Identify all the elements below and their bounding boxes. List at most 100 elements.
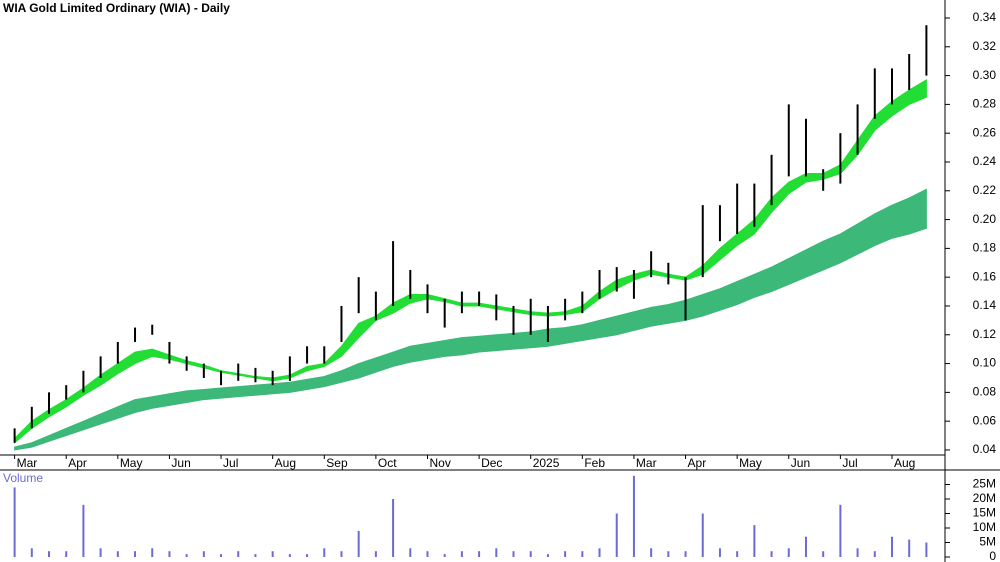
y-tick-label: 0.10: [973, 356, 997, 370]
x-tick-label: Oct: [378, 456, 397, 470]
x-tick-label: Jun: [791, 456, 810, 470]
volume-title: Volume: [3, 471, 43, 485]
volume-bar: [598, 548, 601, 557]
volume-bar: [495, 548, 498, 557]
volume-bar: [822, 551, 825, 557]
volume-bar: [254, 554, 257, 557]
volume-bar: [426, 551, 429, 557]
volume-bar: [512, 551, 515, 557]
y-tick-label: 0.22: [973, 183, 997, 197]
x-tick-label: Jul: [223, 456, 238, 470]
volume-bar: [13, 487, 16, 557]
volume-bar: [323, 548, 326, 557]
volume-bar: [185, 554, 188, 557]
x-tick-label: Apr: [68, 456, 87, 470]
volume-bar: [48, 551, 51, 557]
volume-bar: [615, 513, 618, 557]
x-tick-label: Aug: [894, 456, 915, 470]
volume-bar: [202, 551, 205, 557]
volume-bar: [890, 536, 893, 557]
x-tick-label: Jun: [171, 456, 190, 470]
volume-bar: [374, 551, 377, 557]
volume-bar: [804, 536, 807, 557]
volume-bar: [392, 499, 395, 557]
volume-bar: [220, 554, 223, 557]
y-tick-label: 25M: [973, 477, 996, 491]
volume-bar: [701, 513, 704, 557]
volume-bar: [856, 548, 859, 557]
y-tick-label: 0.14: [973, 298, 997, 312]
volume-bar: [151, 548, 154, 557]
slow-band: [14, 188, 927, 451]
x-tick-label: Aug: [275, 456, 296, 470]
y-tick-label: 0.16: [973, 269, 997, 283]
volume-bar: [65, 551, 68, 557]
y-tick-label: 0.04: [973, 442, 997, 456]
y-tick-label: 0.12: [973, 327, 997, 341]
volume-bar: [908, 539, 911, 557]
x-tick-label: Sep: [326, 456, 348, 470]
volume-bar: [684, 551, 687, 557]
volume-bar: [443, 554, 446, 557]
volume-bar: [873, 551, 876, 557]
x-tick-label: May: [739, 456, 762, 470]
volume-bar: [82, 504, 85, 557]
volume-bar: [736, 551, 739, 557]
y-tick-label: 0.06: [973, 413, 997, 427]
volume-bar: [30, 548, 33, 557]
y-tick-label: 0.26: [973, 125, 997, 139]
x-tick-label: Mar: [17, 456, 38, 470]
volume-bar: [925, 542, 928, 557]
y-tick-label: 0: [989, 549, 996, 562]
volume-bar: [564, 551, 567, 557]
volume-bar: [116, 551, 119, 557]
volume-bar: [460, 551, 463, 557]
volume-bar: [288, 554, 291, 557]
volume-bar: [99, 548, 102, 557]
volume-bar: [271, 551, 274, 557]
y-tick-label: 0.18: [973, 241, 997, 255]
volume-bar: [478, 551, 481, 557]
x-tick-label: May: [120, 456, 143, 470]
volume-bar: [237, 551, 240, 557]
x-tick-label: Jul: [842, 456, 857, 470]
y-tick-label: 15M: [973, 506, 996, 520]
volume-bar: [168, 551, 171, 557]
volume-bar: [409, 548, 412, 557]
y-tick-label: 0.08: [973, 385, 997, 399]
volume-bar: [718, 548, 721, 557]
volume-bar: [134, 551, 137, 557]
x-tick-label: Mar: [636, 456, 657, 470]
volume-bar: [770, 551, 773, 557]
volume-bar: [529, 551, 532, 557]
volume-bar: [787, 548, 790, 557]
y-tick-label: 0.24: [973, 154, 997, 168]
volume-bar: [839, 504, 842, 557]
y-tick-label: 20M: [973, 491, 996, 505]
volume-bar: [546, 554, 549, 557]
volume-bar: [340, 551, 343, 557]
x-tick-label: Dec: [481, 456, 502, 470]
x-tick-label: Feb: [584, 456, 605, 470]
x-tick-label: 2025: [533, 456, 560, 470]
volume-bar: [306, 554, 309, 557]
y-tick-label: 0.32: [973, 39, 997, 53]
volume-bar: [650, 548, 653, 557]
y-tick-label: 0.30: [973, 68, 997, 82]
x-tick-label: Apr: [688, 456, 707, 470]
volume-bar: [667, 551, 670, 557]
y-tick-label: 10M: [973, 520, 996, 534]
price-plot: [0, 0, 945, 455]
y-tick-label: 0.28: [973, 97, 997, 111]
x-tick-label: Nov: [429, 456, 450, 470]
volume-bar: [753, 525, 756, 557]
chart-title: WIA Gold Limited Ordinary (WIA) - Daily: [3, 1, 230, 15]
volume-bar: [581, 551, 584, 557]
y-tick-label: 0.34: [973, 10, 997, 24]
y-tick-label: 0.20: [973, 212, 997, 226]
y-tick-label: 5M: [979, 535, 996, 549]
volume-bar: [357, 530, 360, 557]
volume-bar: [632, 475, 635, 557]
